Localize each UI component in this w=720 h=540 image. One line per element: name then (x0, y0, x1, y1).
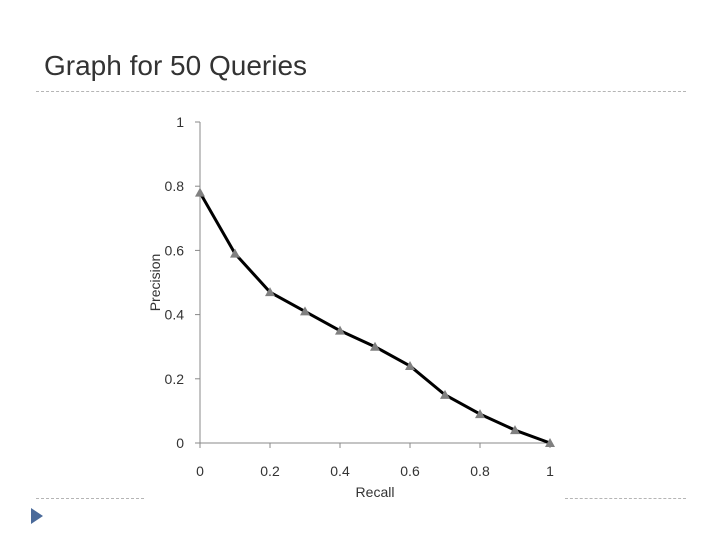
data-point-marker (230, 248, 240, 258)
data-point-marker (510, 425, 520, 435)
x-tick-label: 0.8 (470, 463, 490, 479)
triangle-right-icon (31, 508, 43, 524)
y-axis-label: Precision (147, 254, 163, 312)
chart-tick-labels: 0 0.2 0.4 0.6 0.8 1 0 0.2 0.4 0.6 0.8 1 (165, 114, 555, 479)
x-tick-label: 1 (546, 463, 554, 479)
x-tick-label: 0 (196, 463, 204, 479)
y-tick-label: 0.4 (165, 307, 185, 323)
chart-axes (195, 121, 551, 448)
footer-divider-right (565, 498, 686, 499)
title-divider (36, 91, 686, 92)
slide-title: Graph for 50 Queries (44, 50, 308, 81)
footer-divider-left (36, 498, 144, 499)
y-tick-label: 0.2 (165, 371, 185, 387)
data-point-marker (265, 287, 275, 297)
data-point-marker (545, 438, 555, 447)
data-point-marker (195, 187, 205, 197)
y-tick-label: 1 (176, 114, 184, 130)
data-point-marker (300, 306, 310, 316)
x-tick-label: 0.6 (400, 463, 420, 479)
data-point-marker (475, 409, 485, 419)
data-point-marker (440, 389, 450, 399)
x-tick-label: 0.2 (260, 463, 280, 479)
x-tick-label: 0.4 (330, 463, 350, 479)
chart-series (195, 187, 555, 447)
series-line (198, 191, 551, 445)
data-point-marker (370, 341, 380, 351)
data-point-marker (335, 325, 345, 335)
data-point-marker (405, 360, 415, 370)
x-axis-label: Recall (356, 484, 395, 500)
y-tick-label: 0 (176, 435, 184, 451)
y-tick-label: 0.6 (165, 242, 185, 258)
y-tick-label: 0.8 (165, 178, 185, 194)
